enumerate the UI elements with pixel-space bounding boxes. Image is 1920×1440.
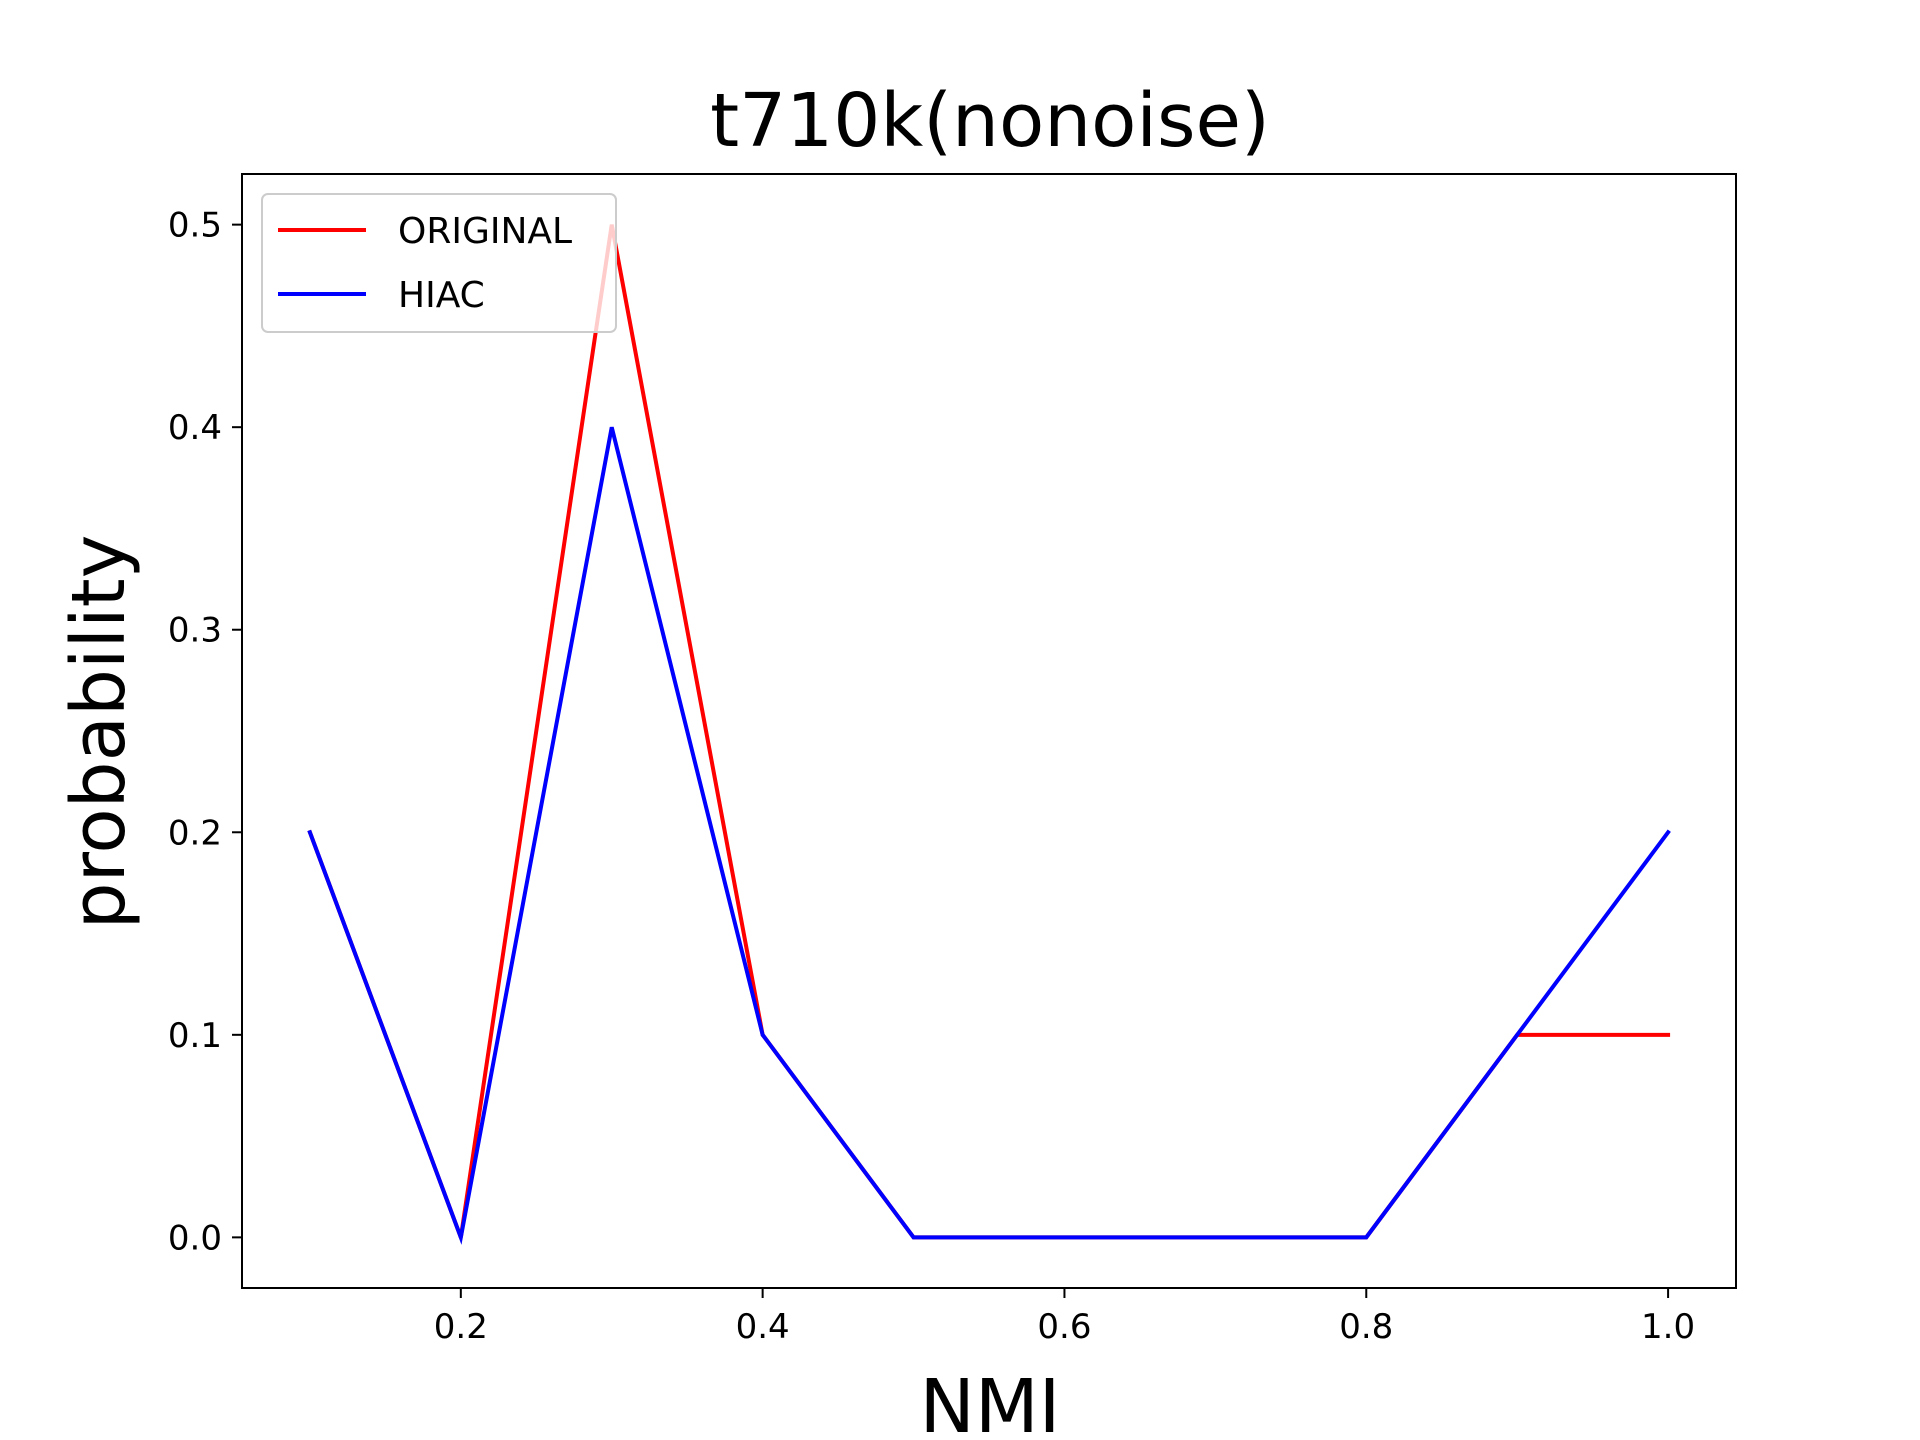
y-tick-label: 0.5 [168, 206, 222, 246]
y-tick-label: 0.3 [168, 611, 222, 651]
y-tick-label: 0.1 [168, 1016, 222, 1056]
x-tick-label: 0.4 [736, 1307, 790, 1347]
x-tick-label: 0.2 [434, 1307, 488, 1347]
y-tick-label: 0.2 [168, 813, 222, 853]
x-tick-label: 0.6 [1037, 1307, 1091, 1347]
y-tick-label: 0.4 [168, 408, 222, 448]
series-layer [307, 224, 1671, 1245]
plot-frame [241, 173, 1737, 1289]
series-line-hiac [307, 426, 1671, 1245]
chart-title: t710k(nonoise) [710, 78, 1270, 164]
x-tick-label: 0.8 [1339, 1307, 1393, 1347]
y-axis-ticks: 0.0 0.1 0.2 0.3 0.4 0.5 [168, 206, 242, 1258]
x-axis-ticks: 0.2 0.4 0.6 0.8 1.0 [434, 1288, 1695, 1347]
legend-items: ORIGINAL HIAC [278, 211, 572, 316]
x-tick-label: 1.0 [1641, 1307, 1695, 1347]
y-axis-label: probability [56, 535, 142, 930]
legend-label-hiac: HIAC [398, 275, 485, 316]
x-axis-label: NMI [919, 1364, 1060, 1440]
y-tick-label: 0.0 [168, 1218, 222, 1258]
legend: ORIGINAL HIAC [261, 193, 617, 333]
legend-label-original: ORIGINAL [398, 211, 572, 252]
